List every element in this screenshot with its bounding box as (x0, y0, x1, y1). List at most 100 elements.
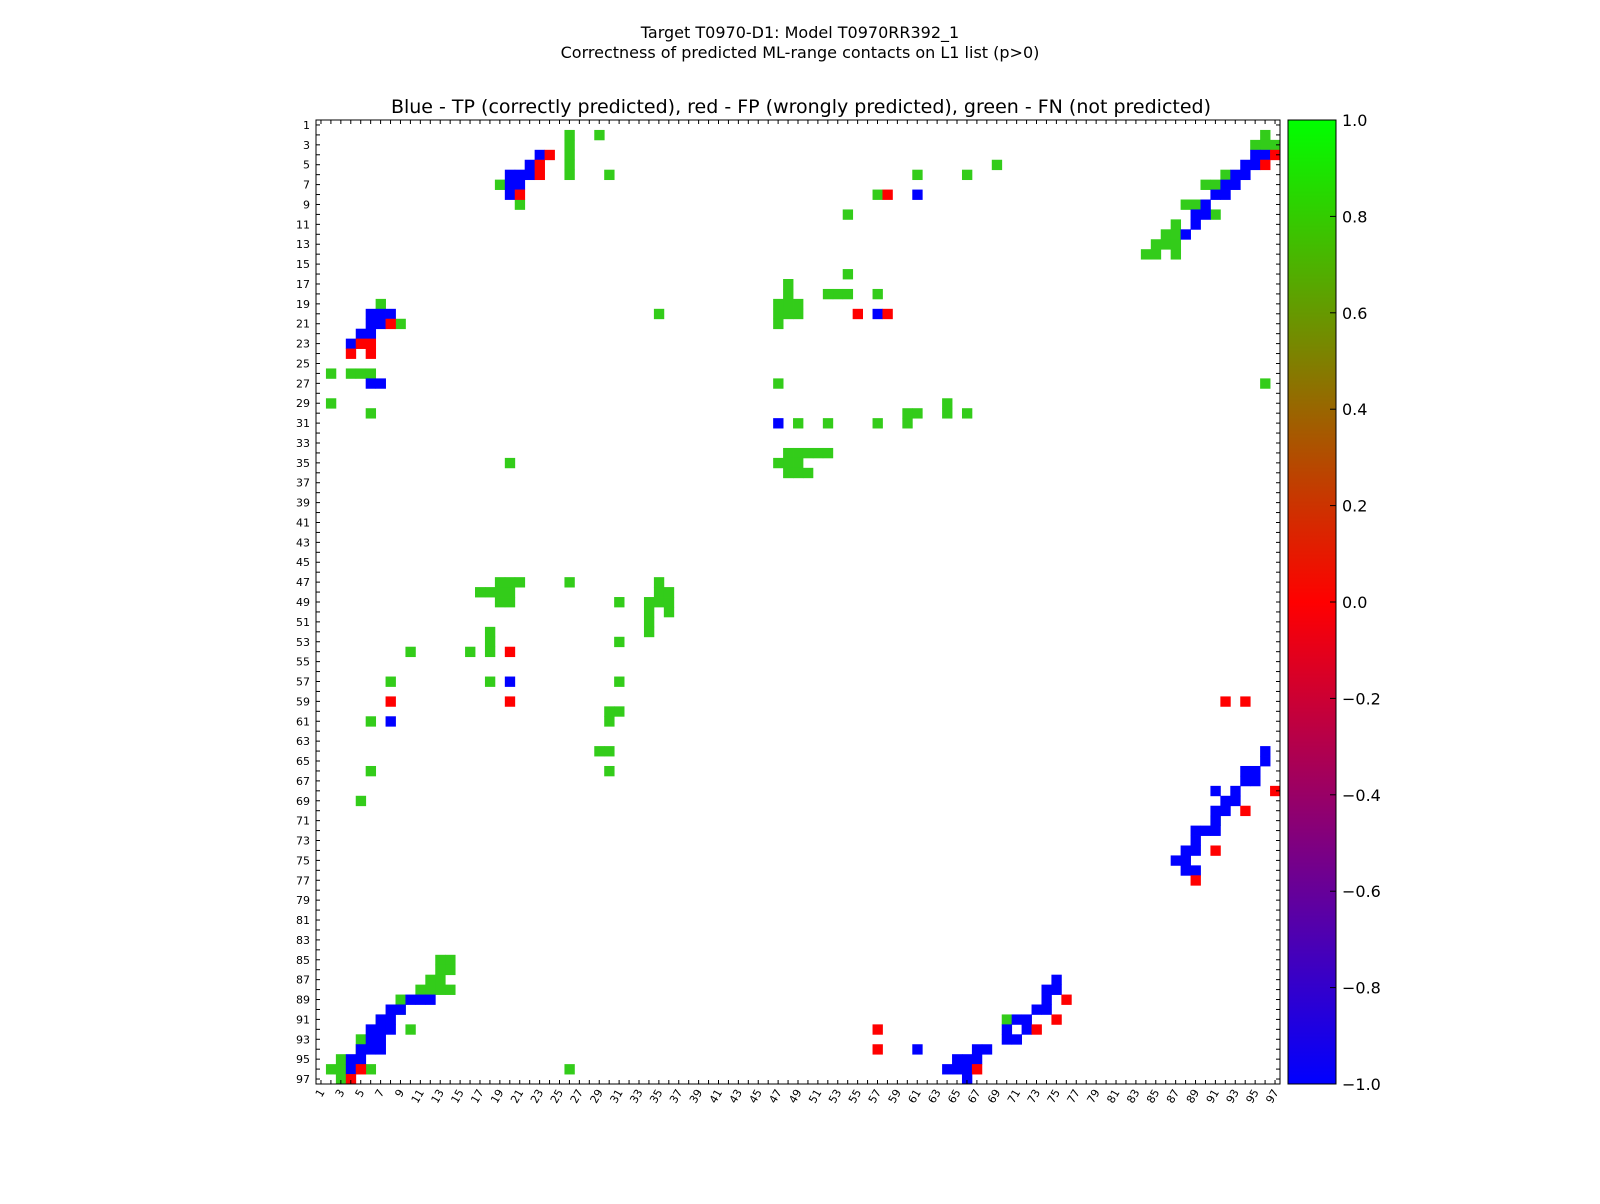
fn-cell (822, 447, 834, 459)
fn-cell (484, 676, 496, 687)
tp-cell (961, 1064, 973, 1075)
colorbar-tick-label: −0.6 (1342, 882, 1381, 901)
y-tick-label: 41 (296, 516, 310, 529)
tp-cell (1190, 825, 1201, 836)
tp-cell (524, 159, 536, 171)
tp-cell (1001, 1034, 1013, 1045)
fn-cell (1160, 229, 1172, 240)
fn-cell (564, 577, 575, 588)
fp-cell (385, 696, 396, 707)
tp-cell (1220, 179, 1231, 190)
fp-cell (1260, 159, 1271, 171)
y-tick-label: 31 (296, 417, 310, 430)
colorbar-tick-label: 0.6 (1342, 304, 1367, 323)
fp-cell (534, 169, 545, 181)
fn-cell (942, 398, 953, 409)
fn-cell (793, 457, 804, 469)
fp-cell (1190, 875, 1201, 886)
fn-cell (425, 974, 436, 986)
fn-cell (415, 984, 426, 995)
tp-cell (981, 1044, 993, 1055)
y-tick-label: 29 (296, 397, 310, 410)
x-tick-label: 9 (392, 1087, 407, 1100)
tp-cell (1011, 1014, 1023, 1025)
x-tick-label: 73 (1025, 1087, 1043, 1106)
tp-cell (1190, 835, 1201, 846)
x-tick-label: 57 (866, 1087, 884, 1106)
x-tick-label: 67 (965, 1087, 983, 1106)
fn-cell (435, 954, 446, 966)
x-tick-label: 25 (548, 1087, 566, 1106)
fn-cell (1170, 229, 1182, 240)
fn-cell (783, 447, 794, 459)
fn-cell (822, 288, 834, 300)
x-tick-label: 27 (568, 1087, 586, 1106)
tp-cell (425, 994, 436, 1005)
fp-cell (365, 338, 377, 349)
fn-cell (773, 298, 784, 310)
fp-cell (534, 159, 545, 171)
fn-cell (484, 636, 496, 648)
y-tick-label: 91 (296, 1013, 310, 1026)
fn-cell (812, 447, 824, 459)
y-tick-label: 67 (296, 775, 310, 788)
fn-cell (435, 984, 446, 995)
x-tick-label: 35 (647, 1087, 665, 1106)
x-tick-label: 81 (1104, 1087, 1122, 1106)
tp-cell (1250, 765, 1261, 777)
fn-cell (614, 597, 625, 608)
fn-cell (614, 636, 625, 648)
y-tick-label: 75 (296, 854, 310, 867)
fn-cell (604, 169, 615, 181)
colorbar-tick-label: 0.4 (1342, 400, 1367, 419)
fn-cell (365, 1064, 377, 1075)
fn-cell (793, 467, 804, 479)
x-tick-label: 93 (1224, 1087, 1242, 1106)
x-tick-label: 41 (707, 1087, 725, 1106)
fn-cell (1200, 179, 1211, 190)
tp-cell (365, 1024, 377, 1035)
fn-cell (783, 298, 794, 310)
figure-title-line-2: Correctness of predicted ML-range contac… (561, 43, 1040, 62)
y-tick-label: 45 (296, 556, 310, 569)
fn-cell (514, 199, 526, 210)
tp-cell (1190, 219, 1201, 230)
tp-cell (1011, 1034, 1023, 1045)
fn-cell (783, 457, 794, 469)
tp-cell (1180, 855, 1191, 866)
fp-cell (872, 1024, 883, 1035)
y-tick-label: 85 (296, 954, 310, 967)
x-tick-label: 91 (1204, 1087, 1222, 1106)
y-tick-label: 25 (296, 357, 310, 370)
fp-cell (365, 348, 377, 359)
tp-cell (912, 189, 923, 200)
fn-cell (663, 606, 675, 618)
tp-cell (1001, 1024, 1013, 1035)
fp-cell (355, 338, 367, 349)
tp-cell (1230, 795, 1241, 807)
fn-cell (365, 716, 377, 727)
fp-cell (1270, 149, 1281, 161)
fn-cell (484, 587, 496, 598)
tp-cell (1220, 805, 1231, 817)
y-tick-label: 1 (303, 119, 310, 132)
y-tick-label: 97 (296, 1073, 310, 1086)
fn-cell (355, 1034, 367, 1045)
tp-cell (1200, 209, 1211, 220)
tp-cell (504, 676, 516, 687)
tp-cell (365, 378, 377, 389)
fn-cell (614, 706, 625, 717)
fn-cell (842, 288, 854, 300)
colorbar-tick-label: 1.0 (1342, 111, 1367, 130)
fn-cell (445, 984, 456, 995)
fn-cell (564, 159, 575, 171)
y-tick-label: 47 (296, 576, 310, 589)
tp-cell (1051, 974, 1062, 986)
fn-cell (653, 577, 665, 588)
y-tick-label: 3 (303, 139, 310, 152)
x-tick-label: 7 (372, 1087, 387, 1100)
y-tick-label: 17 (296, 278, 310, 291)
fn-cell (961, 169, 973, 181)
fn-cell (912, 169, 923, 181)
fn-cell (842, 269, 854, 280)
